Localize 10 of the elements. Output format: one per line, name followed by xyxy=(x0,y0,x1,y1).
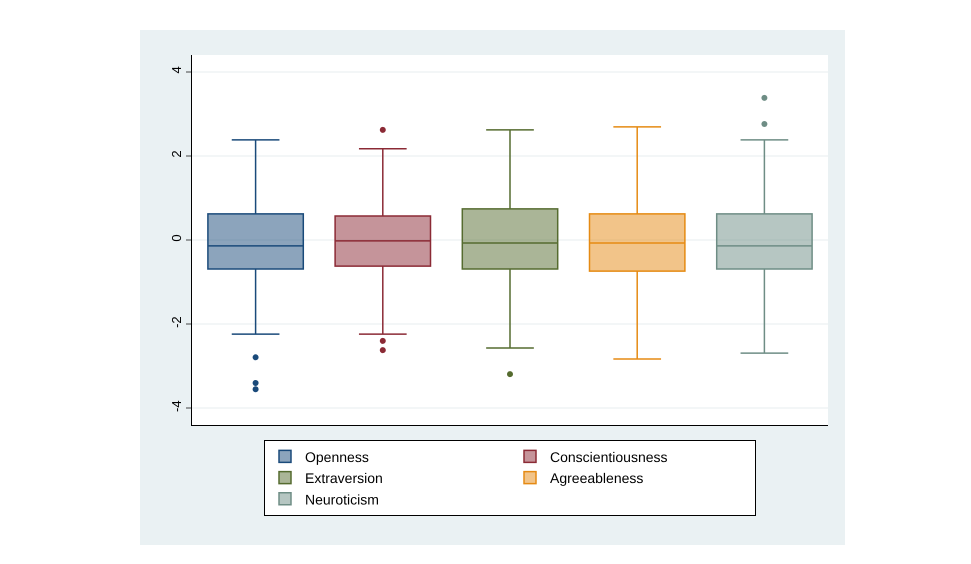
legend-label: Openness xyxy=(305,448,369,465)
y-tick-label: -4 xyxy=(168,400,184,412)
legend-label: Extraversion xyxy=(305,470,383,486)
legend-label: Conscientiousness xyxy=(550,448,668,465)
y-tick-label: 0 xyxy=(168,234,184,242)
legend-label: Agreeableness xyxy=(550,470,644,486)
legend-label: Neuroticism xyxy=(305,491,379,508)
y-tick-label: 4 xyxy=(168,66,184,74)
y-tick-label: 2 xyxy=(168,150,184,158)
y-tick-label: -2 xyxy=(168,316,184,328)
